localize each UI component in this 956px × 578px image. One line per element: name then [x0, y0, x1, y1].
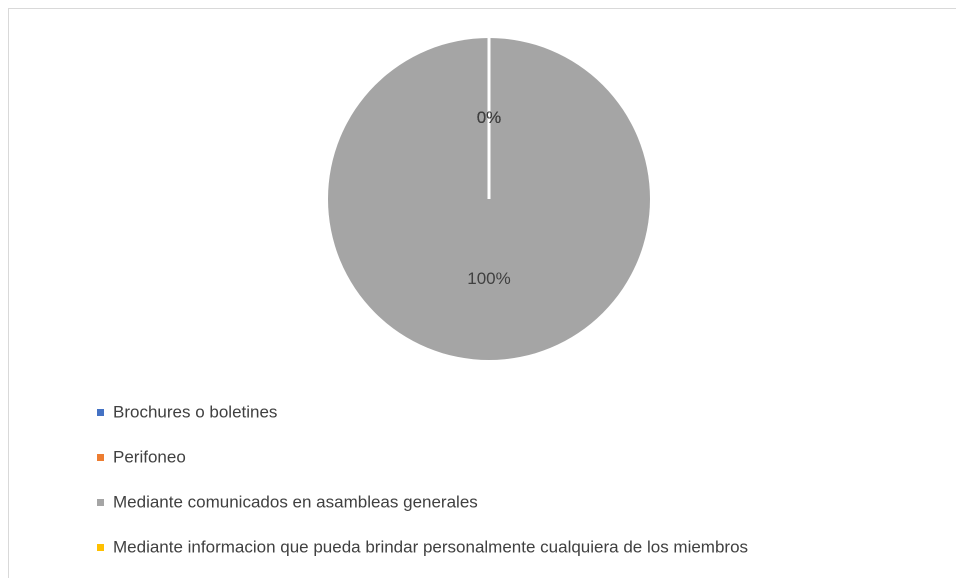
legend-swatch: [97, 499, 104, 506]
legend-swatch: [97, 544, 104, 551]
legend-label: Perifoneo: [113, 447, 186, 466]
data-label: 0%: [477, 108, 502, 127]
legend-swatch: [97, 409, 104, 416]
legend-label: Brochures o boletines: [113, 402, 277, 421]
legend-label: Mediante informacion que pueda brindar p…: [113, 537, 748, 556]
legend-label: Mediante comunicados en asambleas genera…: [113, 492, 478, 511]
data-label: 0%: [477, 108, 502, 127]
data-label: 100%: [467, 269, 510, 288]
data-label: 0%: [477, 108, 502, 127]
legend-swatch: [97, 454, 104, 461]
